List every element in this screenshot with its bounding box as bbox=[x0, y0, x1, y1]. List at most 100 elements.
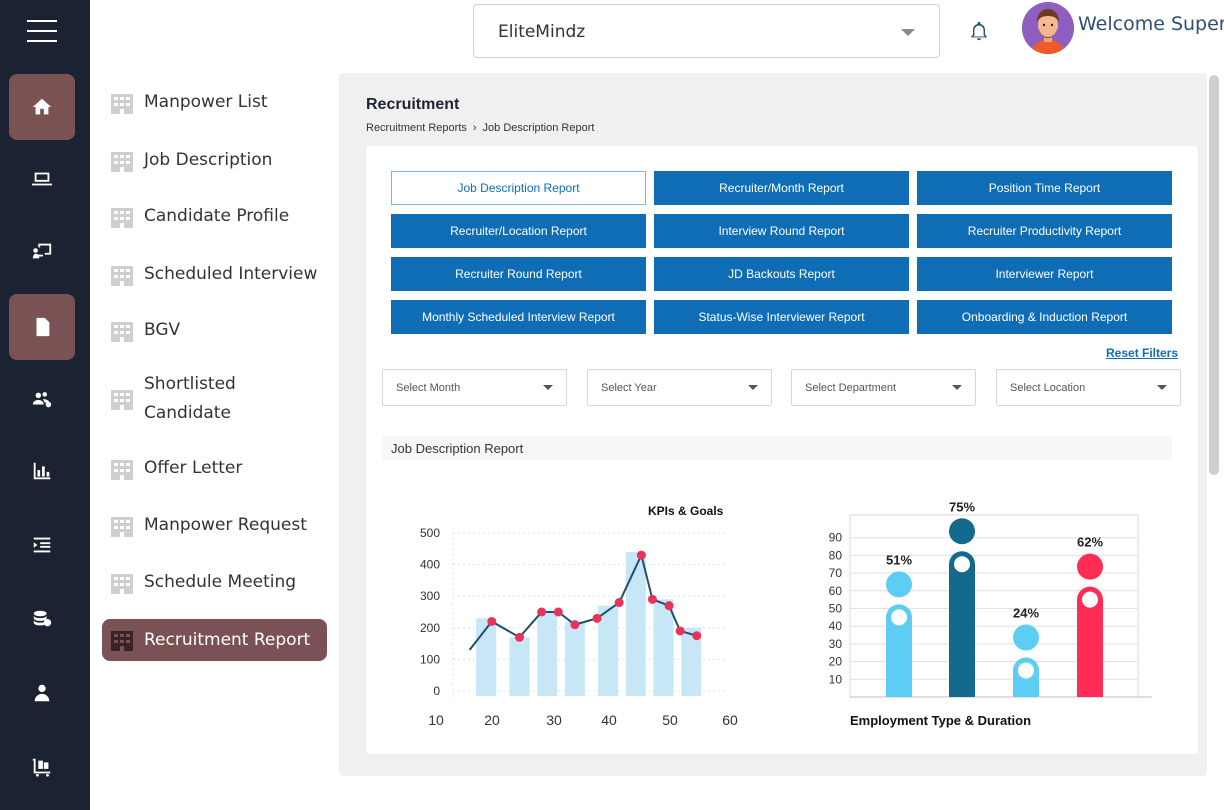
rail-item-documents[interactable] bbox=[9, 294, 75, 360]
submenu-item-bgv[interactable]: BGV bbox=[102, 316, 327, 345]
bar-cap bbox=[1082, 591, 1098, 608]
data-point bbox=[592, 613, 602, 623]
year-select[interactable]: Select Year bbox=[587, 369, 772, 406]
y-tick-label: 70 bbox=[829, 566, 843, 580]
data-point bbox=[537, 607, 547, 617]
submenu-item-label: Manpower List bbox=[144, 92, 268, 112]
document-icon bbox=[36, 317, 50, 337]
month-select[interactable]: Select Month bbox=[382, 369, 567, 406]
recruiter-productivity-report-button[interactable]: Recruiter Productivity Report bbox=[917, 214, 1172, 248]
user-icon bbox=[34, 684, 50, 702]
bar bbox=[476, 618, 497, 696]
bar bbox=[1077, 586, 1103, 697]
data-point bbox=[570, 620, 580, 630]
jd-backouts-report-button[interactable]: JD Backouts Report bbox=[654, 257, 909, 291]
x-tick-label: 40 bbox=[601, 712, 617, 728]
building-icon bbox=[110, 572, 134, 594]
y-tick-label: 30 bbox=[829, 637, 843, 651]
data-point bbox=[692, 631, 702, 641]
interviewer-report-button[interactable]: Interviewer Report bbox=[917, 257, 1172, 291]
building-icon bbox=[110, 206, 134, 228]
status-wise-interviewer-report-button[interactable]: Status-Wise Interviewer Report bbox=[654, 300, 909, 334]
report-section-title: Job Description Report bbox=[391, 441, 524, 456]
bar bbox=[949, 551, 975, 697]
breadcrumb: Recruitment Reports › Job Description Re… bbox=[366, 122, 594, 134]
rail-item-laptop[interactable] bbox=[9, 146, 75, 212]
building-icon bbox=[110, 458, 134, 480]
submenu-item-shortlisted-candidate[interactable]: Shortlisted Candidate bbox=[102, 370, 327, 428]
position-time-report-button[interactable]: Position Time Report bbox=[917, 171, 1172, 205]
scrollbar[interactable] bbox=[1209, 75, 1219, 475]
rail-item-presentation[interactable] bbox=[9, 218, 75, 284]
building-icon bbox=[110, 515, 134, 537]
onboarding-induction-report-button[interactable]: Onboarding & Induction Report bbox=[917, 300, 1172, 334]
x-tick-label: 30 bbox=[546, 712, 562, 728]
data-point bbox=[675, 626, 685, 636]
submenu-item-label: Candidate Profile bbox=[144, 206, 290, 226]
rail-item-team[interactable] bbox=[9, 366, 75, 432]
breadcrumb-link[interactable]: Recruitment Reports bbox=[366, 122, 467, 134]
monthly-scheduled-interview-report-button[interactable]: Monthly Scheduled Interview Report bbox=[391, 300, 646, 334]
recruiter-month-report-button[interactable]: Recruiter/Month Report bbox=[654, 171, 909, 205]
recruiter-location-report-button[interactable]: Recruiter/Location Report bbox=[391, 214, 646, 248]
submenu-item-schedule-meeting[interactable]: Schedule Meeting bbox=[102, 568, 327, 597]
rail-item-profile[interactable] bbox=[9, 660, 75, 726]
submenu-item-candidate-profile[interactable]: Candidate Profile bbox=[102, 202, 327, 231]
submenu-item-manpower-request[interactable]: Manpower Request bbox=[102, 511, 327, 540]
location-select[interactable]: Select Location bbox=[996, 369, 1181, 406]
data-point bbox=[553, 607, 563, 617]
y-tick-label: 60 bbox=[829, 584, 843, 598]
submenu bbox=[90, 70, 340, 810]
interview-round-report-button[interactable]: Interview Round Report bbox=[654, 214, 909, 248]
rail-item-reports[interactable] bbox=[9, 438, 75, 504]
y-tick-label: 400 bbox=[420, 558, 440, 572]
location-select-placeholder: Select Location bbox=[1010, 382, 1086, 394]
building-icon bbox=[110, 629, 134, 651]
hamburger-menu-icon[interactable] bbox=[27, 20, 57, 42]
y-tick-label: 90 bbox=[829, 531, 843, 545]
company-select[interactable]: EliteMindz bbox=[473, 4, 940, 58]
kpis-goals-chart: KPIs & Goals 0 100 200 300 400 500 10 20 30 40 50… bbox=[420, 504, 738, 728]
submenu-item-offer-letter[interactable]: Offer Letter bbox=[102, 454, 327, 483]
y-tick-label: 50 bbox=[829, 602, 843, 616]
rail-item-finance[interactable] bbox=[9, 586, 75, 652]
submenu-item-label-line1: Shortlisted bbox=[144, 374, 236, 394]
chevron-down-icon bbox=[543, 385, 553, 390]
job-description-report-button[interactable]: Job Description Report bbox=[391, 171, 646, 205]
data-point bbox=[664, 601, 674, 611]
y-tick-label: 80 bbox=[829, 548, 843, 562]
building-icon bbox=[110, 388, 134, 410]
submenu-item-label: Job Description bbox=[144, 150, 273, 170]
avatar[interactable] bbox=[1022, 2, 1074, 54]
department-select[interactable]: Select Department bbox=[791, 369, 976, 406]
x-tick-label: 20 bbox=[484, 712, 500, 728]
submenu-item-manpower-list[interactable]: Manpower List bbox=[102, 88, 327, 117]
users-gear-icon bbox=[32, 392, 52, 408]
data-point bbox=[514, 632, 524, 642]
submenu-item-label: Scheduled Interview bbox=[144, 264, 318, 284]
submenu-item-label: BGV bbox=[144, 320, 181, 340]
rail-item-list[interactable] bbox=[9, 512, 75, 578]
home-icon bbox=[32, 98, 52, 115]
bar-cap bbox=[954, 556, 970, 573]
building-icon bbox=[110, 150, 134, 172]
bar bbox=[537, 612, 558, 696]
reset-filters-link[interactable]: Reset Filters bbox=[1106, 346, 1179, 360]
chevron-down-icon bbox=[1157, 385, 1167, 390]
building-icon bbox=[110, 92, 134, 114]
x-tick-label: 60 bbox=[722, 712, 738, 728]
bar-cap bbox=[891, 609, 907, 626]
rail-item-home[interactable] bbox=[9, 74, 75, 140]
recruiter-round-report-button[interactable]: Recruiter Round Report bbox=[391, 257, 646, 291]
chart-title: Employment Type & Duration bbox=[850, 713, 1031, 728]
rail-item-assets[interactable] bbox=[9, 734, 75, 800]
page-title: Recruitment bbox=[366, 96, 460, 113]
submenu-item-recruitment-report[interactable]: Recruitment Report bbox=[102, 619, 327, 661]
coins-icon bbox=[33, 610, 52, 627]
bell-icon[interactable] bbox=[968, 20, 990, 42]
submenu-item-job-description[interactable]: Job Description bbox=[102, 146, 327, 175]
y-tick-label: 40 bbox=[829, 619, 843, 633]
building-icon bbox=[110, 320, 134, 342]
submenu-item-scheduled-interview[interactable]: Scheduled Interview bbox=[102, 260, 327, 289]
value-dot bbox=[1077, 553, 1103, 580]
